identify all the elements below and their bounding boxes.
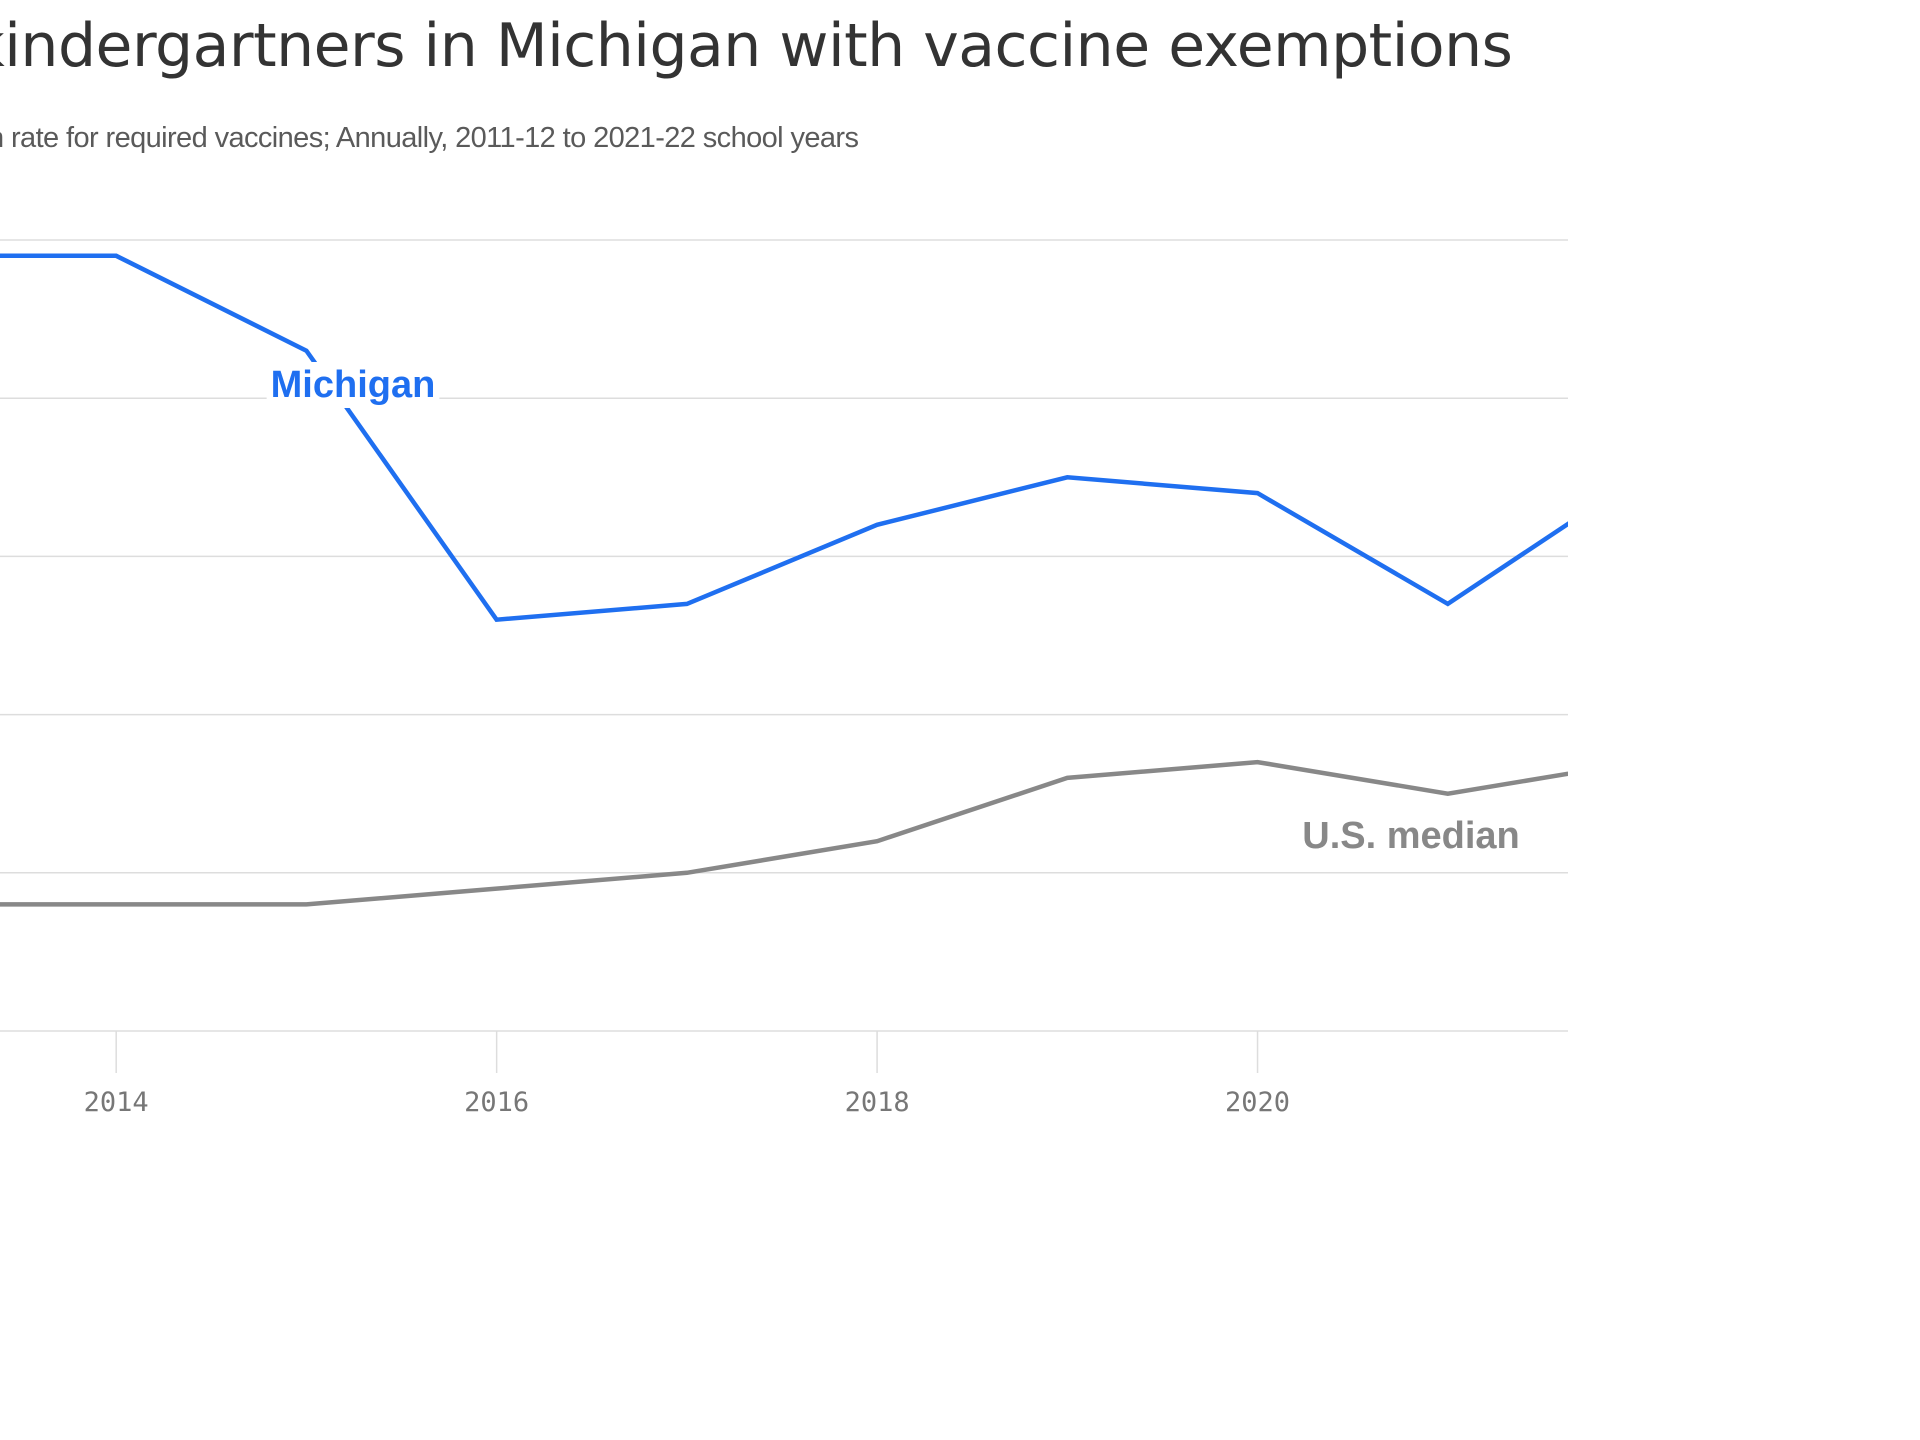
x-tick-label-2014: 2014: [84, 1087, 149, 1118]
series-line-us-median: [0, 759, 1568, 907]
x-tick-label-2016: 2016: [464, 1087, 529, 1118]
series-label-michigan-background: [266, 362, 440, 408]
chart-title: kindergartners in Michigan with vaccine …: [0, 11, 1513, 81]
series-line-michigan: [0, 253, 1568, 623]
x-tick-label-2020: 2020: [1225, 1087, 1290, 1118]
x-tick-label-2018: 2018: [845, 1087, 910, 1118]
gridlines: [0, 239, 1568, 1032]
chart-figure: kindergartners in Michigan with vaccine …: [0, 11, 1568, 1118]
chart-subtitle: n rate for required vaccines; Annually, …: [0, 122, 859, 154]
x-axis: 20142016201820202022: [84, 1031, 1290, 1118]
series-lines: [0, 253, 1568, 907]
series-label-us-median-background: [1298, 813, 1524, 859]
series-label-michigan: Michigan: [271, 364, 436, 406]
series-labels: Michigan U.S. median: [266, 362, 1524, 859]
series-label-us-median: U.S. median: [1302, 815, 1520, 857]
